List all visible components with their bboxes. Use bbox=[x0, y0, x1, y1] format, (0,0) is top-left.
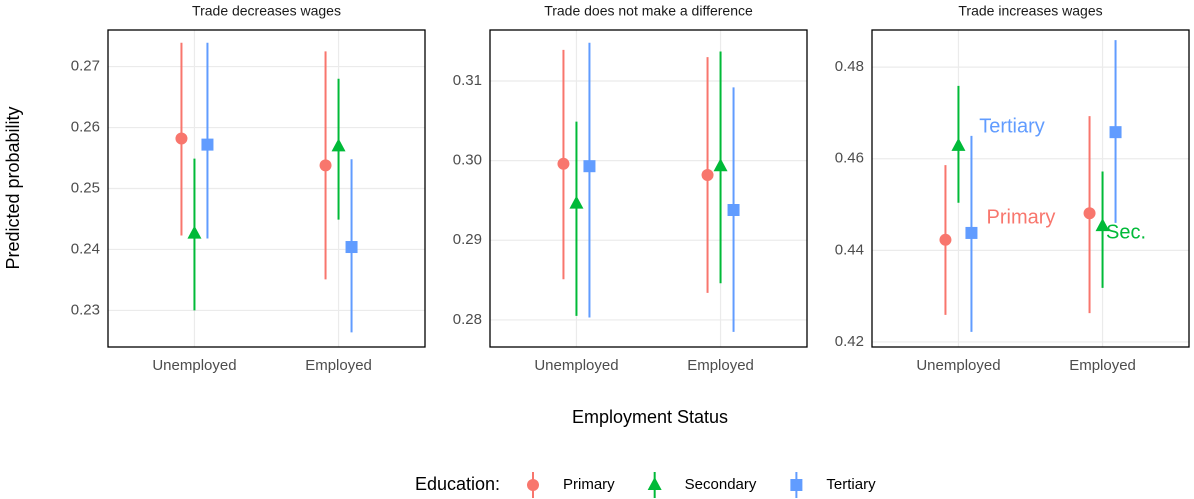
point bbox=[713, 158, 728, 172]
point bbox=[1109, 126, 1122, 139]
point bbox=[557, 157, 570, 170]
panel-frame bbox=[107, 29, 426, 348]
point bbox=[345, 241, 358, 254]
y-tick-label: 0.30 bbox=[453, 152, 482, 169]
legend-label: Primary bbox=[563, 476, 615, 493]
point bbox=[319, 159, 332, 172]
y-tick-label: 0.42 bbox=[835, 333, 864, 350]
legend-title: Education: bbox=[415, 474, 500, 494]
annotation: Tertiary bbox=[979, 115, 1045, 137]
legend-label: Secondary bbox=[685, 476, 757, 493]
y-tick-label: 0.25 bbox=[71, 179, 100, 196]
point bbox=[939, 233, 952, 246]
legend-label: Tertiary bbox=[826, 476, 876, 493]
y-tick-label: 0.31 bbox=[453, 72, 482, 89]
y-tick-label: 0.24 bbox=[71, 240, 100, 257]
y-tick-label: 0.48 bbox=[835, 58, 864, 75]
y-tick-label: 0.26 bbox=[71, 119, 100, 136]
point bbox=[569, 195, 584, 209]
legend-key bbox=[527, 479, 539, 491]
annotation: Primary bbox=[987, 206, 1056, 228]
y-tick-label: 0.44 bbox=[835, 241, 864, 258]
x-tick-label: Employed bbox=[1069, 357, 1136, 374]
panel-frame bbox=[489, 29, 808, 348]
point bbox=[201, 138, 214, 151]
panel-title: Trade increases wages bbox=[958, 3, 1102, 19]
point bbox=[951, 137, 966, 151]
x-axis-label: Employment Status bbox=[572, 407, 728, 427]
point bbox=[175, 132, 188, 145]
panel-title: Trade does not make a difference bbox=[544, 3, 753, 19]
y-tick-label: 0.23 bbox=[71, 301, 100, 318]
panel-frame bbox=[871, 29, 1190, 348]
point bbox=[965, 226, 978, 239]
x-tick-label: Unemployed bbox=[534, 357, 618, 374]
y-tick-label: 0.27 bbox=[71, 58, 100, 75]
point bbox=[701, 168, 714, 181]
legend-key bbox=[790, 479, 803, 491]
x-tick-label: Unemployed bbox=[916, 357, 1000, 374]
x-tick-label: Employed bbox=[687, 357, 754, 374]
x-tick-label: Employed bbox=[305, 357, 372, 374]
point bbox=[1083, 207, 1096, 220]
y-tick-label: 0.46 bbox=[835, 150, 864, 167]
point bbox=[331, 138, 346, 152]
point bbox=[1095, 218, 1110, 232]
point bbox=[187, 225, 202, 239]
y-tick-label: 0.29 bbox=[453, 231, 482, 248]
y-tick-label: 0.28 bbox=[453, 311, 482, 328]
annotation: Sec. bbox=[1106, 221, 1146, 243]
y-axis-label: Predicted probability bbox=[3, 106, 23, 269]
legend-key bbox=[647, 477, 662, 490]
point bbox=[583, 160, 596, 173]
x-tick-label: Unemployed bbox=[152, 357, 236, 374]
point bbox=[727, 204, 740, 217]
panel-title: Trade decreases wages bbox=[192, 3, 341, 19]
